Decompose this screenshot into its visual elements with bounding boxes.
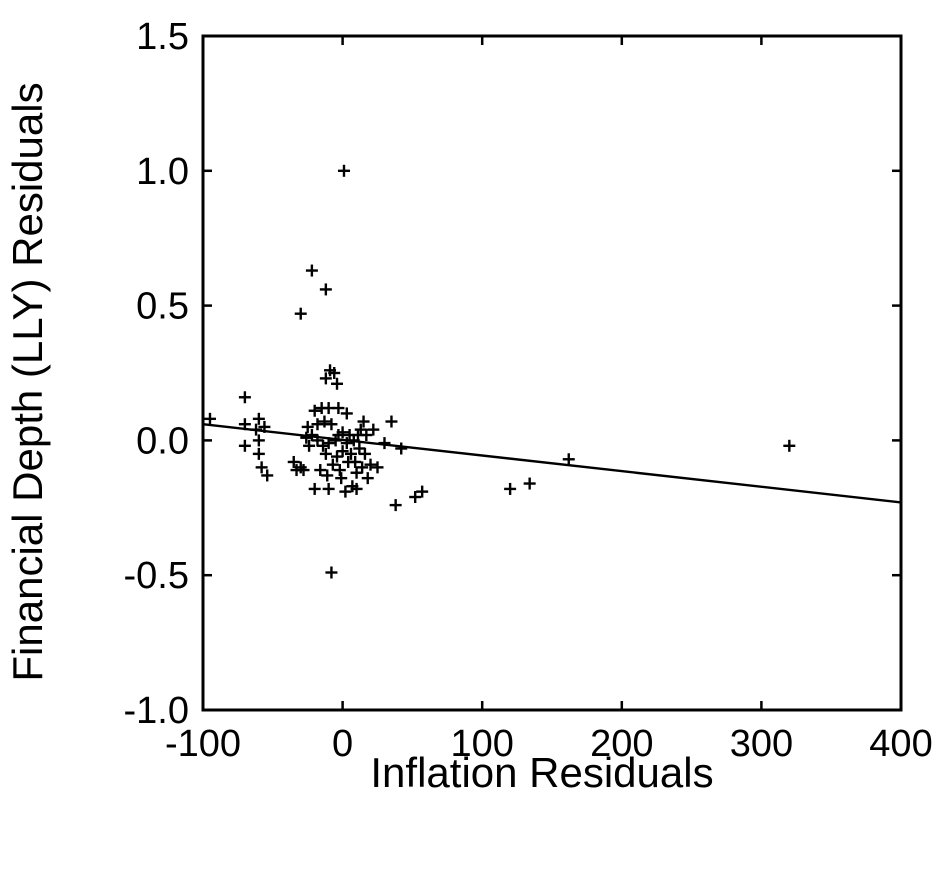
data-points (203, 164, 796, 579)
x-tick-label: 400 (869, 723, 932, 765)
data-point (367, 423, 380, 436)
data-point (358, 447, 371, 460)
data-point (340, 407, 353, 420)
y-axis: -1.0 -0.5 0.0 0.5 1.0 1.5 (124, 16, 901, 732)
data-point (339, 485, 352, 498)
data-point (356, 461, 369, 474)
x-tick-label: 0 (332, 723, 353, 765)
data-point (353, 442, 366, 455)
data-point (238, 439, 251, 452)
data-point (357, 415, 370, 428)
y-tick-label: 1.0 (136, 151, 189, 193)
y-axis-title: Financial Depth (LLY) Residuals (4, 82, 51, 681)
y-tick-label: 0.5 (136, 286, 189, 328)
data-point (261, 469, 274, 482)
data-point (332, 402, 345, 415)
data-point (349, 455, 362, 468)
data-point (354, 423, 367, 436)
data-point (203, 412, 216, 425)
data-point (300, 431, 313, 444)
data-point (335, 472, 348, 485)
data-point (340, 437, 353, 450)
regression-line (202, 423, 902, 504)
data-point (783, 439, 796, 452)
data-point (350, 482, 363, 495)
data-point (328, 367, 341, 379)
data-point (305, 264, 318, 277)
data-point (385, 415, 398, 428)
x-tick-label: -100 (165, 723, 241, 765)
data-point (325, 566, 338, 579)
data-point (238, 391, 251, 404)
data-point (337, 164, 350, 177)
y-tick-label: 1.5 (136, 16, 189, 58)
data-point (395, 442, 408, 455)
data-point (364, 458, 377, 471)
data-point (322, 482, 335, 495)
data-point (350, 466, 363, 479)
data-point (303, 439, 316, 452)
data-point (326, 458, 339, 471)
y-tick-label: -1.0 (124, 690, 189, 732)
data-point (325, 418, 338, 431)
data-point (389, 499, 402, 512)
data-point (255, 461, 268, 474)
data-point (301, 420, 314, 433)
data-point (319, 283, 332, 296)
data-point (360, 429, 373, 442)
x-tick-label: 200 (590, 723, 653, 765)
data-point (331, 450, 344, 463)
data-point (344, 447, 357, 460)
data-point (297, 464, 310, 477)
data-point (333, 464, 346, 477)
data-point (523, 477, 536, 490)
data-point (252, 412, 265, 425)
data-point (416, 485, 429, 498)
data-point (252, 447, 265, 460)
plot-frame (201, 34, 903, 712)
x-tick-label: 300 (730, 723, 793, 765)
data-point (318, 415, 331, 428)
y-tick-label: 0.0 (136, 420, 189, 462)
data-point (314, 464, 327, 477)
data-point (361, 472, 374, 485)
x-axis: -100 0 100 200 300 400 (165, 36, 933, 765)
data-point (319, 372, 332, 385)
data-point (252, 434, 265, 447)
data-point (409, 491, 422, 504)
data-point (308, 482, 321, 495)
data-point (317, 439, 330, 452)
data-point (311, 418, 324, 431)
data-point (336, 445, 349, 458)
data-point (371, 461, 384, 474)
data-point (294, 307, 307, 320)
data-point (331, 377, 344, 390)
y-tick-label: -0.5 (124, 555, 189, 597)
data-point (321, 469, 334, 482)
data-point (562, 453, 575, 466)
data-point (287, 455, 300, 468)
data-point (319, 447, 332, 460)
data-point (336, 426, 349, 439)
x-tick-label: 100 (450, 723, 513, 765)
data-point (294, 461, 307, 474)
data-point (504, 482, 517, 495)
x-axis-title: Inflation Residuals (370, 749, 713, 796)
data-point (308, 404, 321, 417)
